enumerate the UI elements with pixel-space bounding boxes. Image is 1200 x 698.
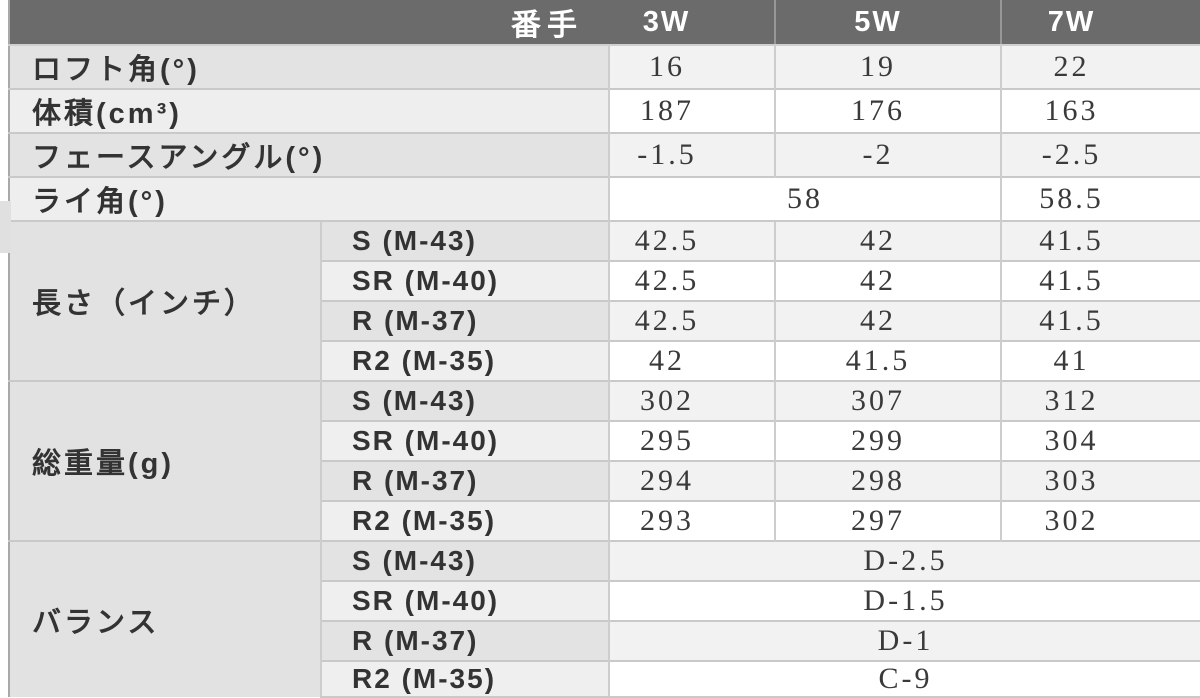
weight-r2-3w: 293 [608,500,775,541]
header-club-number: 番手 [9,0,609,46]
lie-angle-3w-5w: 58 [608,176,1001,221]
section-label-balance: バランス [9,540,321,697]
weight-r-5w: 298 [774,460,1001,501]
row-length-sr: SR (M-40) 42.5 42 41.5 [9,260,1200,301]
row-length-r2: R2 (M-35) 42 41.5 41 [9,340,1200,381]
shaft-label: S (M-43) [320,220,609,261]
row-weight-sr: SR (M-40) 295 299 304 [9,420,1200,461]
section-label-weight: 総重量(g) [9,380,321,541]
row-weight-r2: R2 (M-35) 293 297 302 [9,500,1200,541]
weight-sr-3w: 295 [608,420,775,461]
weight-s-5w: 307 [774,380,1001,421]
volume-5w: 176 [774,88,1001,133]
length-r2-3w: 42 [608,340,775,381]
row-length-s: 長さ（インチ） S (M-43) 42.5 42 41.5 [9,220,1200,381]
shaft-label: SR (M-40) [320,260,609,301]
length-r-5w: 42 [774,300,1001,341]
row-label-loft: ロフト角(°) [9,44,609,89]
volume-3w: 187 [608,88,775,133]
shaft-label: SR (M-40) [320,580,609,621]
loft-7w: 22 [1000,44,1200,89]
balance-sr: D-1.5 [608,580,1200,621]
balance-r: D-1 [608,620,1200,661]
row-balance-s: バランス S (M-43) D-2.5 [9,540,1200,697]
shaft-label: R (M-37) [320,460,609,501]
row-lie-angle: ライ角(°) 58 58.5 [9,176,1200,221]
weight-s-7w: 312 [1000,380,1200,421]
shaft-label: S (M-43) [320,540,609,581]
length-r2-7w: 41 [1000,340,1200,381]
length-s-5w: 42 [774,220,1001,261]
section-label-length: 長さ（インチ） [9,220,321,381]
balance-s: D-2.5 [608,540,1200,581]
left-edge-artifact [0,201,11,253]
row-length-r: R (M-37) 42.5 42 41.5 [9,300,1200,341]
header-col-7w: 7W [1000,0,1200,46]
row-balance-r: R (M-37) D-1 [9,620,1200,661]
length-r-3w: 42.5 [608,300,775,341]
shaft-label: R2 (M-35) [320,660,609,698]
golf-club-spec-table: 番手 3W 5W 7W ロフト角(°) 16 19 22 体積(cm³) 187… [8,0,1200,698]
weight-r2-5w: 297 [774,500,1001,541]
balance-r2: C-9 [608,660,1200,698]
shaft-label: S (M-43) [320,380,609,421]
shaft-label: R2 (M-35) [320,340,609,381]
lie-angle-7w: 58.5 [1000,176,1200,221]
row-balance-sr: SR (M-40) D-1.5 [9,580,1200,621]
length-s-7w: 41.5 [1000,220,1200,261]
shaft-label: R (M-37) [320,300,609,341]
weight-sr-5w: 299 [774,420,1001,461]
header-row: 番手 3W 5W 7W [9,0,1200,46]
row-weight-s: 総重量(g) S (M-43) 302 307 312 [9,380,1200,541]
shaft-label: R (M-37) [320,620,609,661]
row-volume: 体積(cm³) 187 176 163 [9,88,1200,133]
header-col-3w: 3W [609,0,775,46]
length-sr-3w: 42.5 [608,260,775,301]
face-angle-5w: -2 [774,132,1001,177]
weight-r2-7w: 302 [1000,500,1200,541]
row-label-volume: 体積(cm³) [9,88,609,133]
volume-7w: 163 [1000,88,1200,133]
row-weight-r: R (M-37) 294 298 303 [9,460,1200,501]
weight-r-7w: 303 [1000,460,1200,501]
weight-sr-7w: 304 [1000,420,1200,461]
weight-s-3w: 302 [608,380,775,421]
row-face-angle: フェースアングル(°) -1.5 -2 -2.5 [9,132,1200,177]
row-label-lie-angle: ライ角(°) [9,176,609,221]
length-sr-7w: 41.5 [1000,260,1200,301]
length-r-7w: 41.5 [1000,300,1200,341]
length-sr-5w: 42 [774,260,1001,301]
length-s-3w: 42.5 [608,220,775,261]
weight-r-3w: 294 [608,460,775,501]
row-label-face-angle: フェースアングル(°) [9,132,609,177]
row-loft-angle: ロフト角(°) 16 19 22 [9,44,1200,89]
face-angle-7w: -2.5 [1000,132,1200,177]
loft-3w: 16 [608,44,775,89]
face-angle-3w: -1.5 [608,132,775,177]
loft-5w: 19 [774,44,1001,89]
length-r2-5w: 41.5 [774,340,1001,381]
header-col-5w: 5W [774,0,1001,46]
shaft-label: SR (M-40) [320,420,609,461]
shaft-label: R2 (M-35) [320,500,609,541]
